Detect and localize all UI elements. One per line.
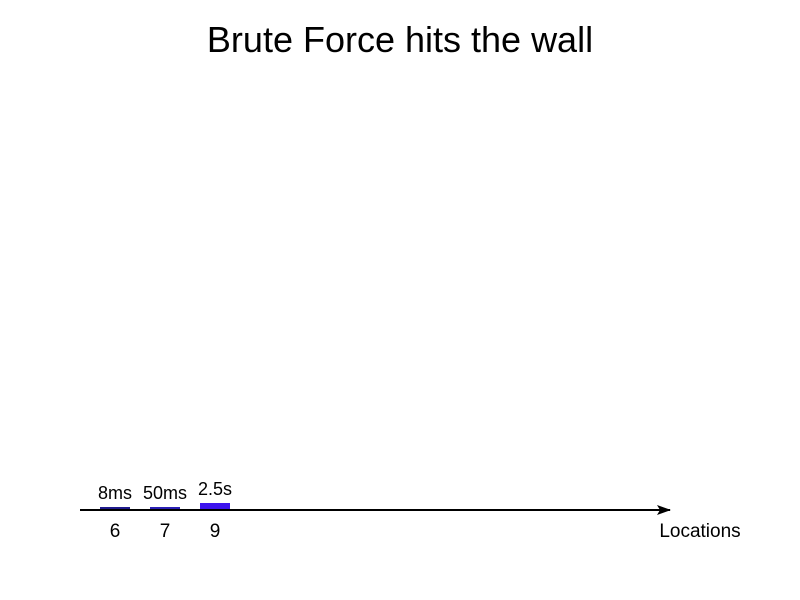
x-tick-label-7: 7 [160, 521, 171, 542]
data-label-6: 8ms [98, 483, 132, 503]
data-label-7: 50ms [143, 483, 187, 503]
bars-group [100, 503, 230, 509]
bar-6 [100, 507, 130, 509]
x-tick-label-6: 6 [110, 521, 121, 542]
labels-group: 8ms 6 50ms 7 2.5s 9 [98, 479, 232, 542]
bar-9 [200, 503, 230, 509]
x-tick-label-9: 9 [210, 521, 221, 542]
chart-title: Brute Force hits the wall [206, 19, 594, 60]
x-axis-label: Locations [659, 521, 740, 542]
bar-7 [150, 507, 180, 509]
data-label-9: 2.5s [198, 479, 232, 499]
